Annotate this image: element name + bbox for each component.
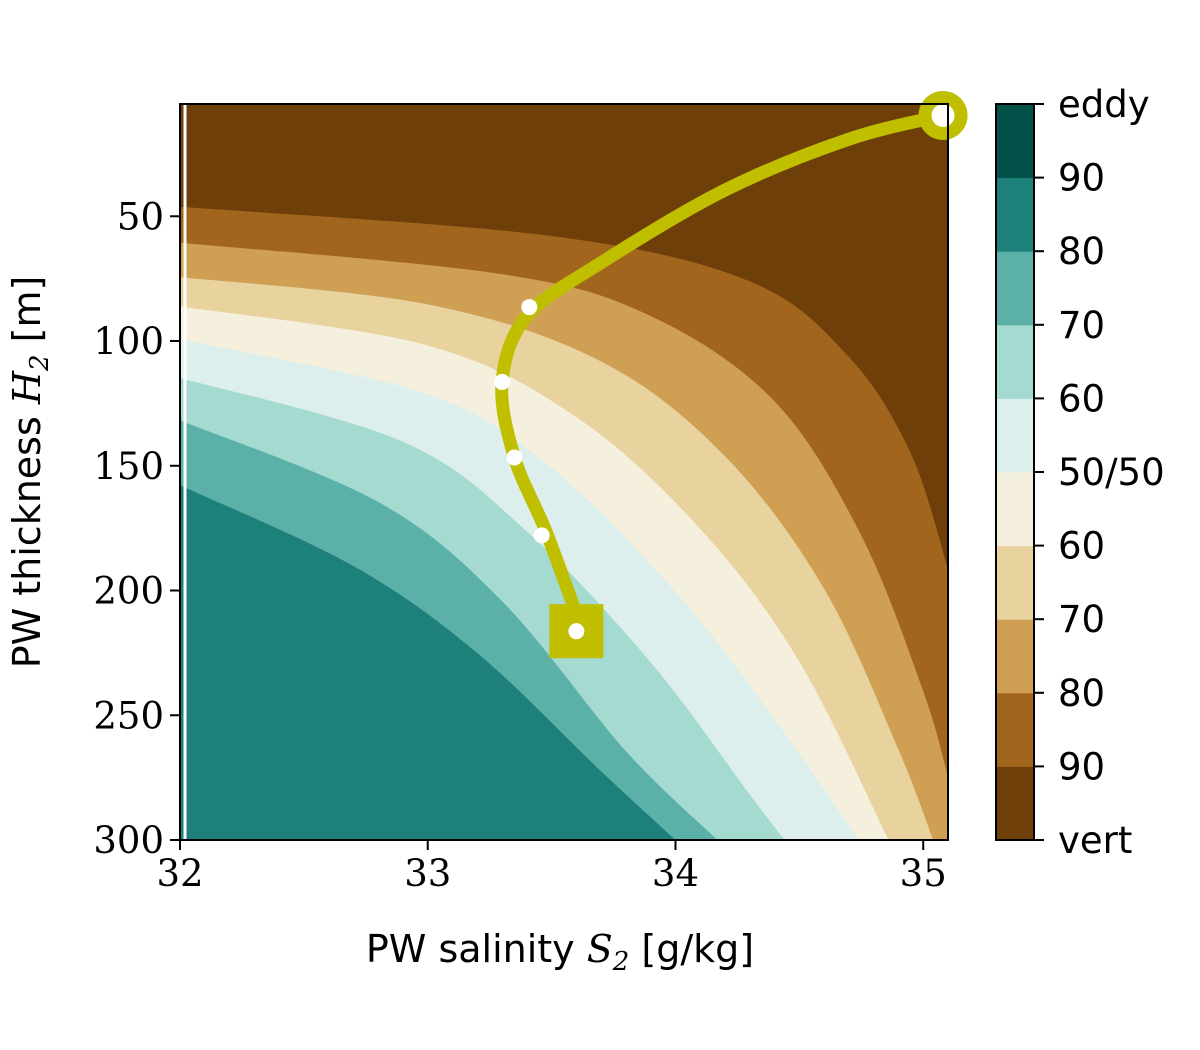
colorbar-tick-label: 70 <box>1058 304 1105 347</box>
y-axis-subscript: 2 <box>25 354 55 372</box>
colorbar-segment <box>996 545 1034 620</box>
colorbar-tick-label: 90 <box>1058 745 1105 788</box>
colorbar: vert 90 80 70 60 50/50 60 70 80 90 eddy <box>995 83 1165 862</box>
colorbar-segment <box>996 398 1034 473</box>
contour-fills <box>180 104 948 840</box>
y-tick-label: 300 <box>93 819 164 862</box>
x-axis-label: PW salinity S2 [g/kg] <box>366 927 754 977</box>
y-tick-label: 150 <box>93 445 164 488</box>
x-tick-label: 34 <box>652 852 699 895</box>
y-tick-label: 50 <box>117 195 164 238</box>
y-tick-label: 200 <box>93 570 164 613</box>
colorbar-tick-label: vert <box>1058 819 1132 862</box>
colorbar-tick-label: 80 <box>1058 672 1105 715</box>
x-axis-symbol: S <box>587 927 613 971</box>
plot-area <box>179 90 968 841</box>
colorbar-tick-label: 50/50 <box>1058 451 1165 494</box>
colorbar-segment <box>996 177 1034 252</box>
y-tick-label: 250 <box>93 694 164 737</box>
trajectory-point <box>533 527 550 544</box>
y-axis-symbol: H <box>5 370 49 405</box>
colorbar-segment <box>996 692 1034 767</box>
x-axis: 32 33 34 35 <box>156 840 947 895</box>
colorbar-tick-label: 60 <box>1058 525 1105 568</box>
colorbar-segment <box>996 251 1034 326</box>
colorbar-tick-label: 90 <box>1058 157 1105 200</box>
plot-frame <box>179 103 949 841</box>
y-axis-label: PW thickness H2 [m] <box>5 276 55 669</box>
x-tick-label: 32 <box>156 852 203 895</box>
colorbar-segment <box>996 104 1034 179</box>
colorbar-segment <box>996 324 1034 399</box>
contour-region <box>180 485 676 840</box>
colorbar-tick-label: 80 <box>1058 230 1105 273</box>
y-axis: 50 100 150 200 250 300 <box>93 195 180 862</box>
trajectory-point <box>506 449 523 466</box>
trajectory-point <box>521 299 538 316</box>
colorbar-tick-label: 70 <box>1058 598 1105 641</box>
y-tick-label: 100 <box>93 320 164 363</box>
trajectory-point <box>494 373 511 390</box>
colorbar-tick-label: eddy <box>1058 83 1150 126</box>
colorbar-segment <box>996 766 1034 841</box>
markers-layer <box>494 90 968 659</box>
x-axis-subscript: 2 <box>612 947 630 977</box>
trajectory-point <box>568 623 585 640</box>
x-tick-label: 35 <box>900 852 947 895</box>
colorbar-segment <box>996 619 1034 694</box>
colorbar-tick-label: 60 <box>1058 377 1105 420</box>
colorbar-segment <box>996 472 1034 547</box>
x-tick-label: 33 <box>404 852 451 895</box>
